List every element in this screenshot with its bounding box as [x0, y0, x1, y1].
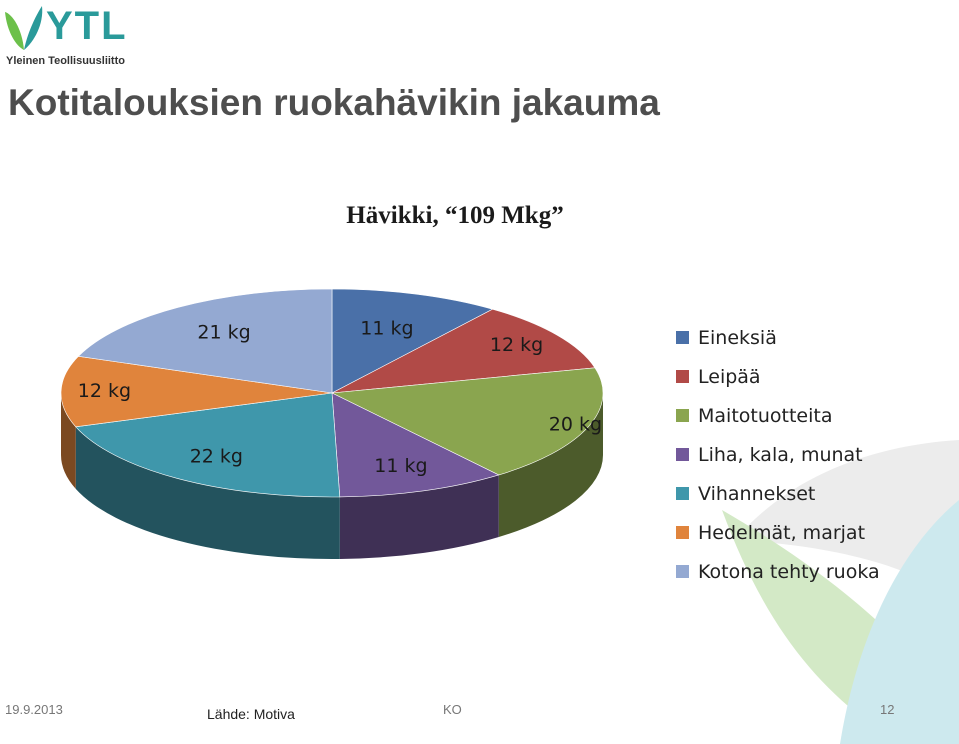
- legend-item: Eineksiä: [676, 318, 880, 357]
- leaf-logo-icon: [5, 6, 43, 50]
- legend-label: Leipää: [698, 365, 761, 388]
- logo-text: YTL: [46, 4, 128, 48]
- legend-label: Hedelmät, marjat: [698, 521, 866, 544]
- legend-label: Maitotuotteita: [698, 404, 833, 427]
- pie-side-4: [339, 474, 499, 559]
- legend-swatch: [676, 526, 689, 539]
- legend-label: Vihannekset: [698, 482, 816, 505]
- legend-item: Maitotuotteita: [676, 396, 880, 435]
- page-title: Kotitalouksien ruokahävikin jakauma: [8, 82, 660, 123]
- leaf-blue: [840, 500, 959, 744]
- legend-swatch: [676, 331, 689, 344]
- footer-author: KO: [443, 702, 462, 717]
- data-label-6: 12 kg: [78, 380, 131, 402]
- legend-label: Kotona tehty ruoka: [698, 560, 880, 583]
- pie-slice-5: [75, 392, 341, 498]
- legend-label: Eineksiä: [698, 326, 777, 349]
- chart-title: Hävikki, “109 Mkg”: [346, 202, 564, 229]
- legend-item: Kotona tehty ruoka: [676, 552, 880, 591]
- pie-slice-7: [77, 288, 333, 394]
- pie-slice-2: [331, 308, 596, 394]
- legend-swatch: [676, 487, 689, 500]
- legend-swatch: [676, 565, 689, 578]
- legend-swatch: [676, 370, 689, 383]
- pie-slice-1: [331, 288, 494, 394]
- legend-label: Liha, kala, munat: [698, 443, 863, 466]
- ytl-logo: YTL Yleinen Teollisuusliitto: [0, 2, 140, 70]
- data-label-3: 20 kg: [549, 414, 602, 436]
- legend-swatch: [676, 409, 689, 422]
- pie-slice-4: [331, 392, 500, 498]
- data-label-7: 21 kg: [197, 322, 250, 344]
- legend-item: Vihannekset: [676, 474, 880, 513]
- legend-item: Liha, kala, munat: [676, 435, 880, 474]
- footer-date: 19.9.2013: [5, 702, 63, 717]
- legend-swatch: [676, 448, 689, 461]
- pie-side-3: [498, 393, 603, 537]
- pie-side-6: [61, 393, 76, 489]
- pie-slice-6: [60, 356, 333, 428]
- footer-source: Lähde: Motiva: [207, 706, 295, 722]
- logo-subtitle: Yleinen Teollisuusliitto: [6, 55, 125, 67]
- data-label-5: 22 kg: [190, 446, 243, 468]
- legend-item: Hedelmät, marjat: [676, 513, 880, 552]
- data-label-1: 11 kg: [360, 317, 413, 339]
- legend-item: Leipää: [676, 357, 880, 396]
- pie-side-5: [75, 426, 340, 559]
- data-label-2: 12 kg: [490, 334, 543, 356]
- chart-legend: Eineksiä Leipää Maitotuotteita Liha, kala, …: [676, 318, 880, 591]
- leaf-grey: [735, 440, 959, 600]
- page-number: 12: [880, 702, 895, 717]
- pie-slice-3: [330, 367, 604, 476]
- data-label-4: 11 kg: [374, 455, 427, 477]
